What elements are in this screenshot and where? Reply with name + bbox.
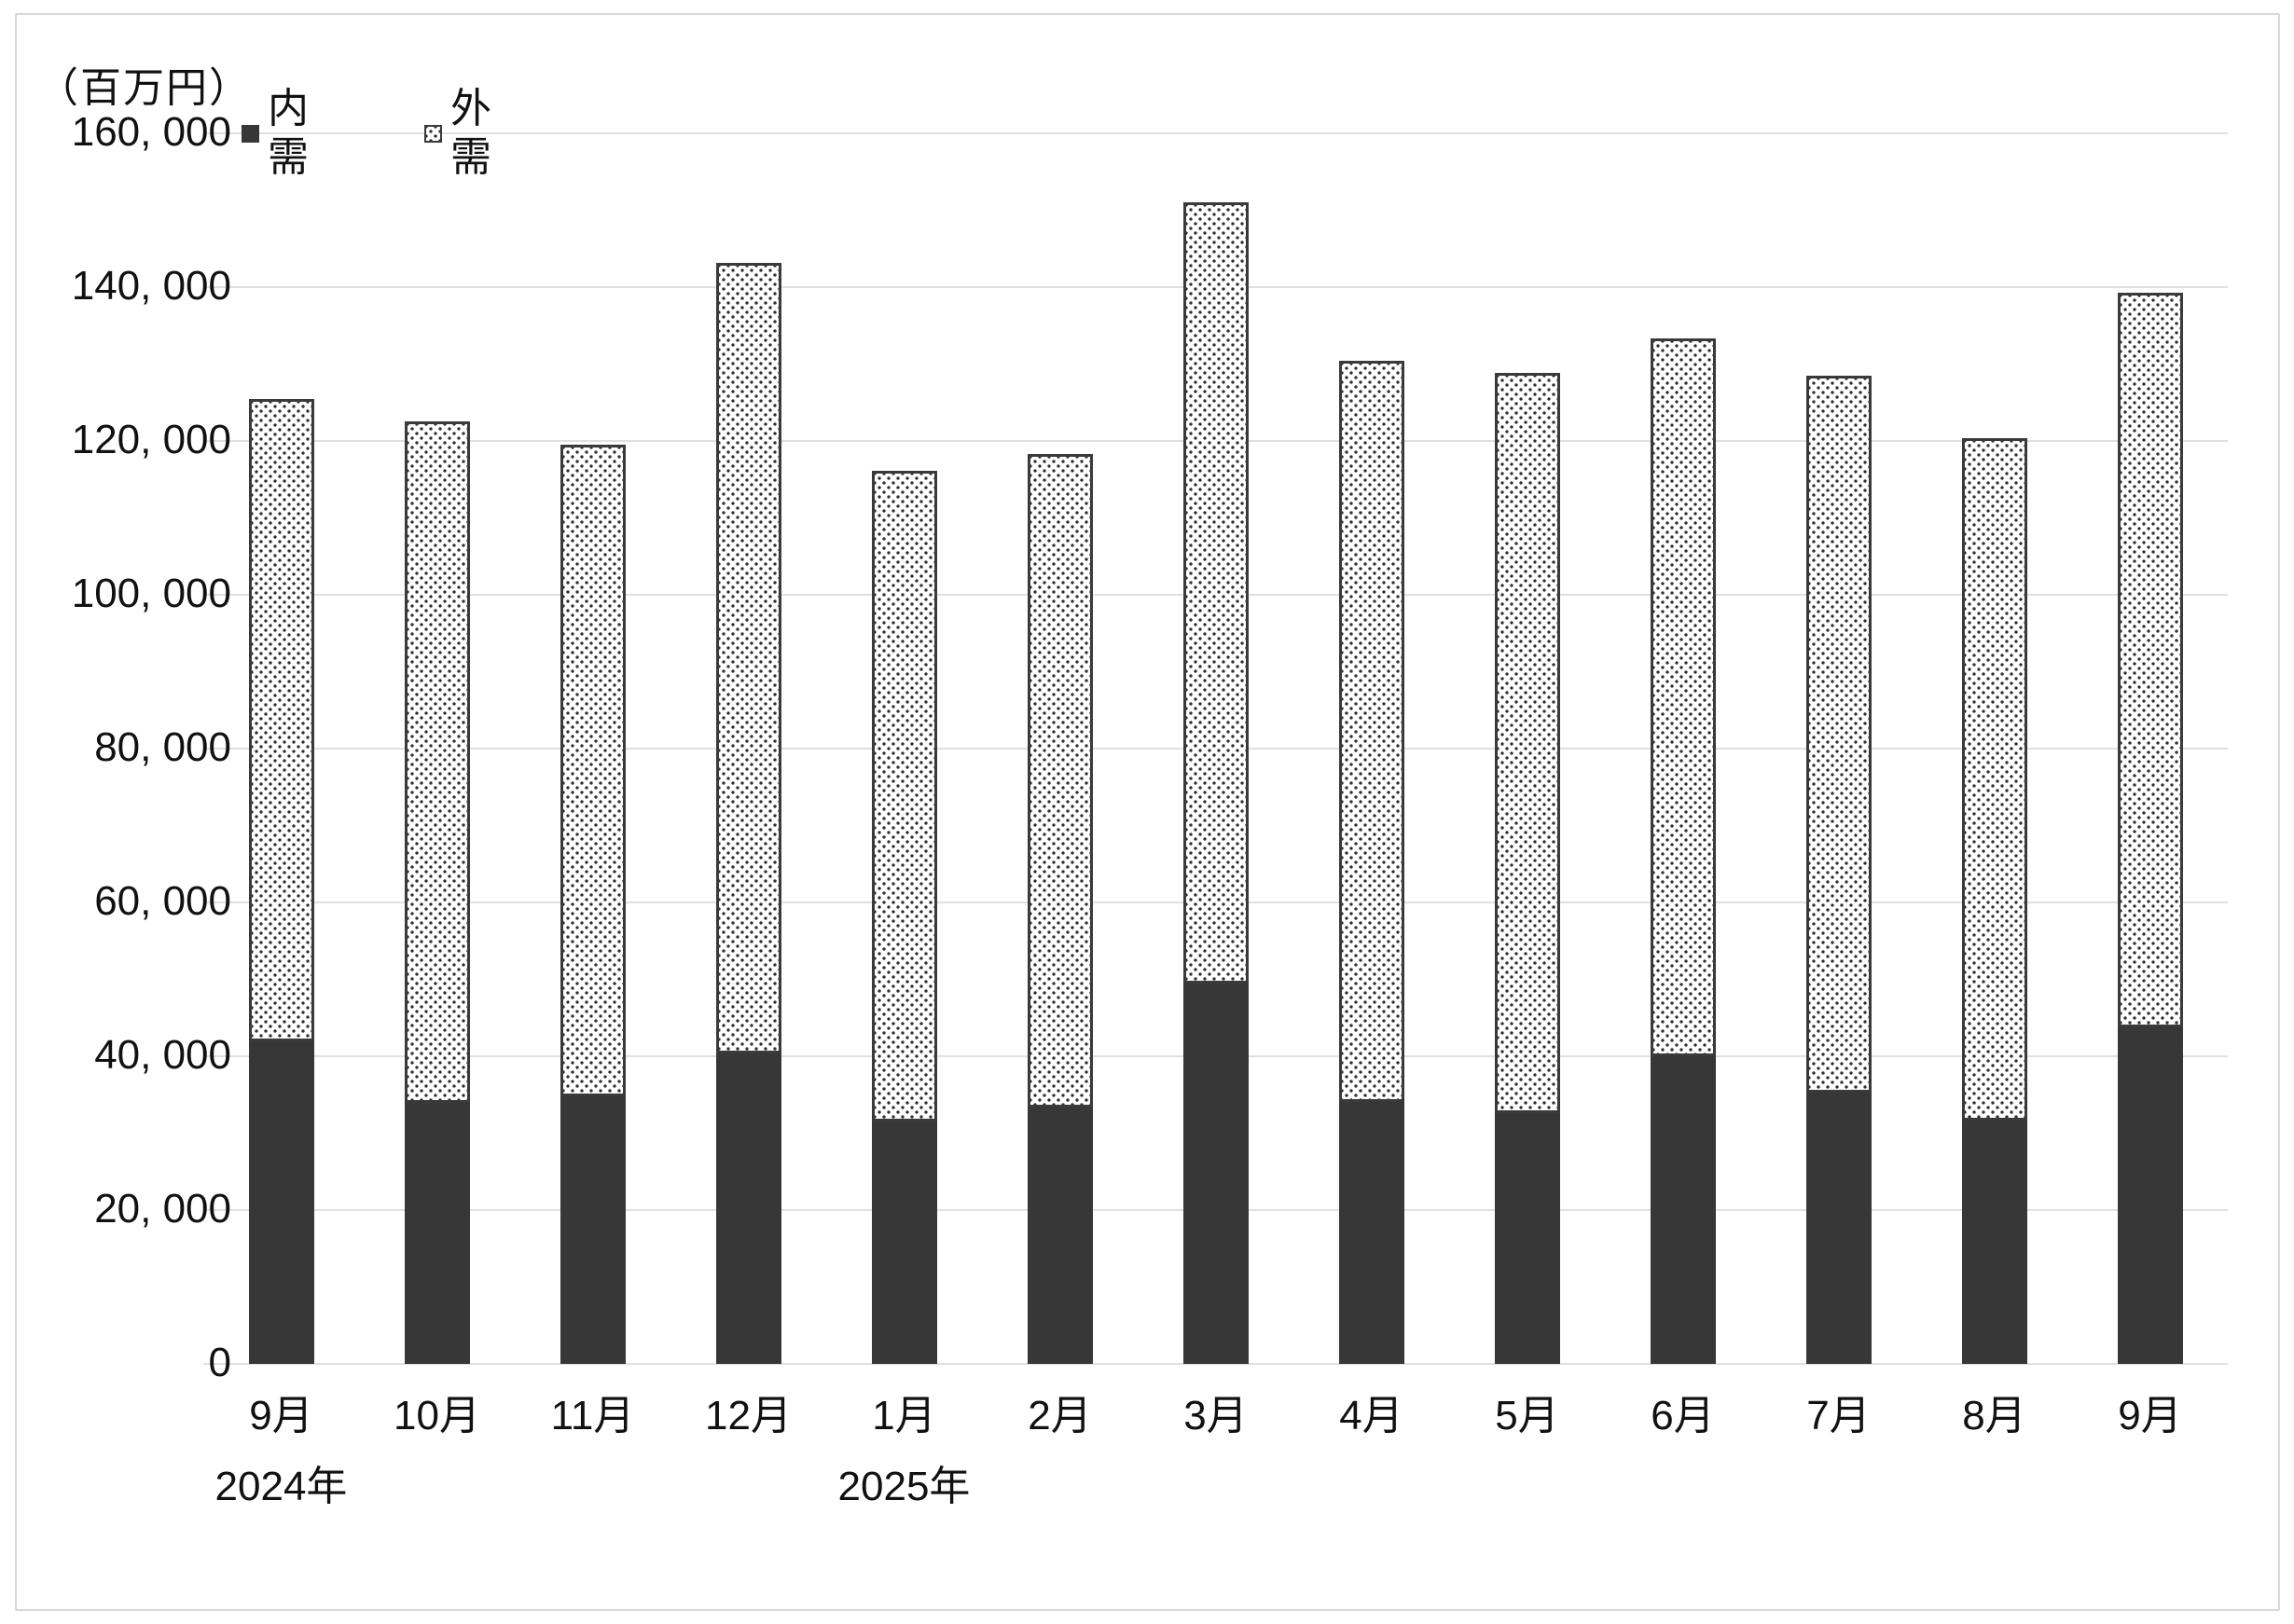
bar-domestic-2月	[1027, 1108, 1093, 1364]
foreign-demand-swatch-icon	[424, 124, 442, 143]
bar-foreign-9月-2024年	[248, 399, 314, 1042]
bar-domestic-7月	[1805, 1092, 1872, 1364]
bar-domestic-9月	[2117, 1026, 2183, 1364]
x-axis-label-3: 12月	[705, 1393, 792, 1438]
y-tick-label-20000: 20, 000	[94, 1186, 231, 1232]
y-tick-label-80000: 80, 000	[94, 724, 231, 770]
bar-foreign-6月	[1650, 338, 1716, 1056]
bar-domestic-4月	[1338, 1101, 1404, 1364]
bar-domestic-11月	[560, 1095, 626, 1364]
x-axis-year-label-2024年: 2024年	[214, 1464, 348, 1509]
bar-foreign-3月	[1182, 202, 1249, 984]
x-axis-label-9: 6月	[1651, 1393, 1715, 1438]
y-tick-label-120000: 120, 000	[71, 417, 231, 462]
bar-foreign-11月	[560, 445, 626, 1096]
domestic-demand-swatch-icon	[242, 124, 259, 143]
y-tick-label-60000: 60, 000	[94, 878, 231, 924]
bar-domestic-9月-2024年	[248, 1041, 314, 1364]
y-tick-label-100000: 100, 000	[71, 571, 231, 616]
bar-foreign-1月-2025年	[871, 471, 937, 1122]
x-axis-label-5: 2月	[1028, 1393, 1092, 1438]
gridline-0	[203, 1363, 2228, 1365]
legend-label-domestic: 内需	[268, 86, 309, 180]
bar-foreign-4月	[1338, 361, 1404, 1102]
legend-item-domestic: 内需	[242, 86, 309, 180]
gridline-160000	[203, 132, 2228, 134]
bar-domestic-5月	[1494, 1113, 1560, 1364]
y-tick-label-140000: 140, 000	[71, 263, 231, 309]
y-tick-label-160000: 160, 000	[71, 109, 231, 155]
bar-domestic-1月-2025年	[871, 1122, 937, 1364]
bar-foreign-10月	[404, 420, 470, 1104]
bar-foreign-7月	[1805, 375, 1872, 1093]
bar-foreign-5月	[1494, 373, 1560, 1114]
x-axis-year-label-2025年: 2025年	[837, 1464, 971, 1509]
bar-domestic-10月	[404, 1103, 470, 1364]
bar-foreign-12月	[715, 262, 781, 1053]
y-tick-label-40000: 40, 000	[94, 1032, 231, 1078]
legend-item-foreign: 外需	[424, 86, 491, 180]
bar-domestic-6月	[1650, 1056, 1716, 1364]
x-axis-label-10: 7月	[1806, 1393, 1871, 1438]
bar-domestic-12月	[715, 1053, 781, 1364]
bar-domestic-3月	[1182, 984, 1249, 1364]
bar-foreign-9月	[2117, 292, 2183, 1027]
bar-foreign-8月	[1961, 437, 2027, 1122]
x-axis-label-8: 5月	[1495, 1393, 1559, 1438]
bar-foreign-2月	[1027, 454, 1093, 1108]
legend-label-foreign: 外需	[450, 86, 491, 180]
y-tick-label-0: 0	[208, 1340, 231, 1385]
x-axis-label-0: 9月	[249, 1393, 313, 1438]
x-axis-label-12: 9月	[2118, 1393, 2182, 1438]
x-axis-label-11: 8月	[1962, 1393, 2026, 1438]
x-axis-label-1: 10月	[394, 1393, 480, 1438]
x-axis-label-2: 11月	[550, 1393, 635, 1438]
x-axis-label-4: 1月	[872, 1393, 936, 1438]
bar-domestic-8月	[1961, 1121, 2027, 1364]
x-axis-label-6: 3月	[1183, 1393, 1248, 1438]
y-axis-unit-label: （百万円）	[37, 65, 252, 111]
x-axis-label-7: 4月	[1339, 1393, 1403, 1438]
